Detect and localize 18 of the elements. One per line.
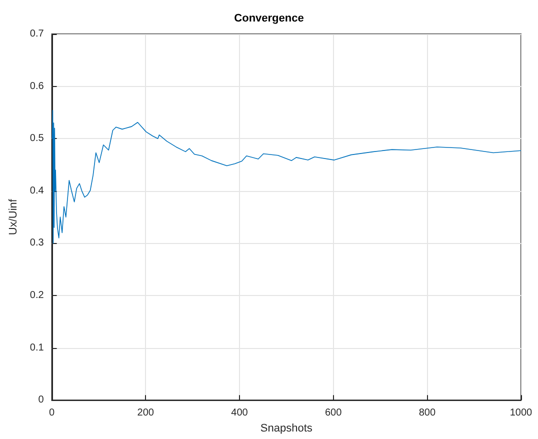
y-axis-title: Ux/Uinf bbox=[8, 198, 20, 236]
x-axis-title: Snapshots bbox=[260, 422, 313, 434]
y-tick-label: 0.5 bbox=[30, 133, 44, 144]
y-tick-label: 0.1 bbox=[30, 342, 44, 354]
y-tick-label: 0.2 bbox=[30, 290, 44, 301]
x-tick-label: 200 bbox=[137, 408, 154, 419]
x-tick-label: 0 bbox=[49, 408, 56, 419]
y-tick-label: 0.4 bbox=[30, 185, 44, 196]
y-tick-label: 0.6 bbox=[30, 80, 44, 92]
line-series bbox=[52, 110, 522, 244]
y-tick-label: 0.7 bbox=[30, 28, 44, 40]
x-tick-label: 800 bbox=[418, 408, 436, 419]
x-tick-label: 600 bbox=[324, 408, 342, 419]
x-tick-label: 400 bbox=[231, 408, 248, 419]
y-tick-label: 0.3 bbox=[30, 238, 44, 249]
y-tick-label: 0 bbox=[38, 394, 44, 406]
chart-title: Convergence bbox=[234, 12, 304, 24]
x-tick-label: 1000 bbox=[510, 408, 533, 419]
